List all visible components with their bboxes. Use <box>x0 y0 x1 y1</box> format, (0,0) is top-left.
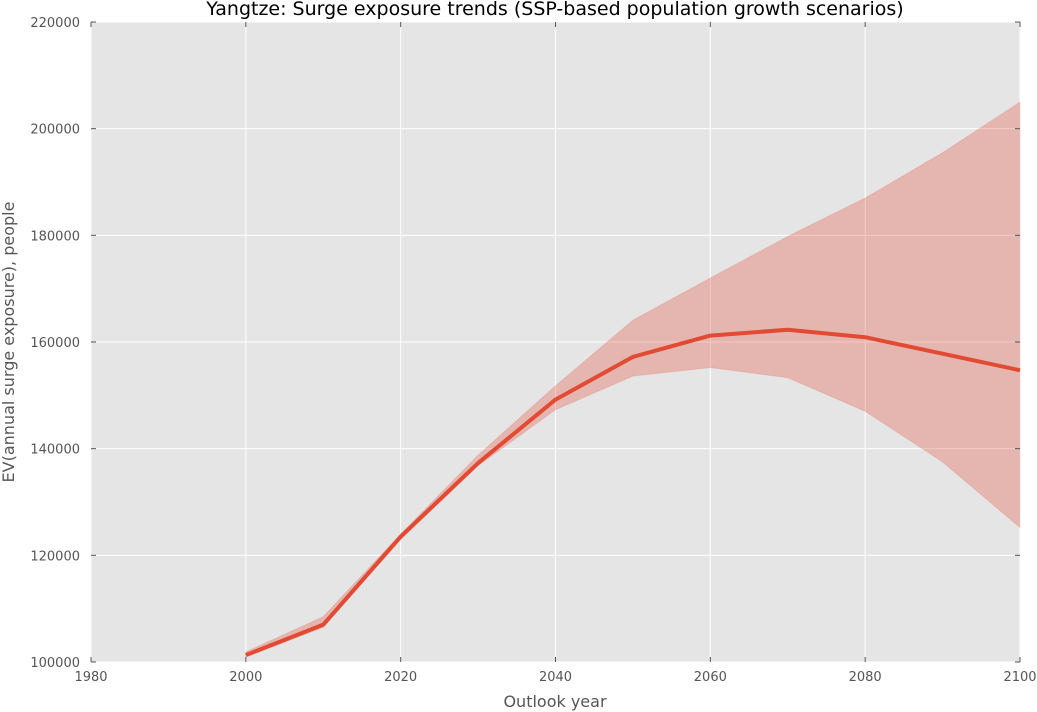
x-tick-label: 2060 <box>694 670 727 685</box>
y-tick-label: 220000 <box>30 16 80 31</box>
y-tick-label: 180000 <box>30 229 80 244</box>
y-tick-label: 140000 <box>30 443 80 458</box>
y-tick-label: 160000 <box>30 336 80 351</box>
y-axis-tick-labels: 100000 120000 140000 160000 180000 200000 2200… <box>30 16 80 671</box>
y-axis-label: EV(annual surge exposure), people <box>0 202 18 483</box>
tick-marks <box>90 21 1021 663</box>
y-tick-label: 100000 <box>30 656 80 671</box>
x-tick-label: 2000 <box>229 670 262 685</box>
central-estimate-line-layer <box>245 327 1021 657</box>
x-tick-label: 1980 <box>74 670 107 685</box>
x-axis-tick-labels: 1980 2000 2020 2040 2060 2080 2100 <box>74 670 1036 685</box>
x-tick-label: 2100 <box>1003 670 1036 685</box>
y-tick-label: 120000 <box>30 549 80 564</box>
y-tick-label: 200000 <box>30 123 80 138</box>
x-axis-label: Outlook year <box>503 692 607 711</box>
x-tick-label: 2040 <box>539 670 572 685</box>
x-tick-label: 2080 <box>849 670 882 685</box>
chart-title: Yangtze: Surge exposure trends (SSP-base… <box>205 0 903 20</box>
x-tick-label: 2020 <box>384 670 417 685</box>
